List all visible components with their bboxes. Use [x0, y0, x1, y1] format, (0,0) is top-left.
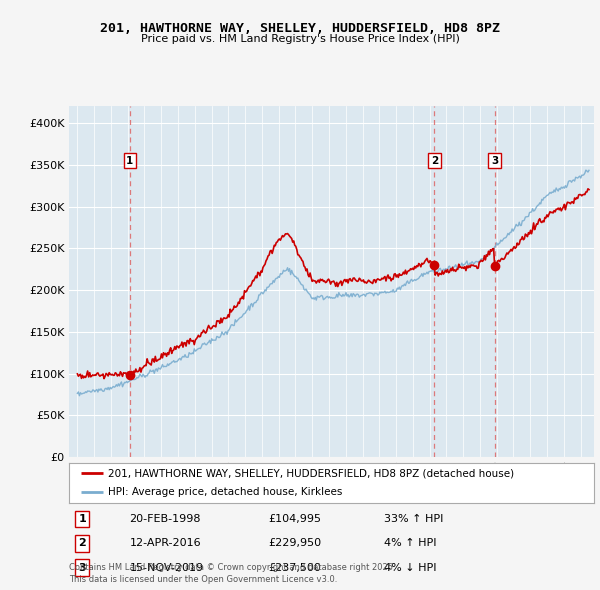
Text: 3: 3 — [491, 156, 498, 166]
Text: 3: 3 — [79, 562, 86, 572]
Text: 2: 2 — [431, 156, 438, 166]
Text: 20-FEB-1998: 20-FEB-1998 — [130, 514, 201, 525]
Text: £104,995: £104,995 — [269, 514, 322, 525]
Text: 4% ↑ HPI: 4% ↑ HPI — [384, 539, 437, 548]
Text: HPI: Average price, detached house, Kirklees: HPI: Average price, detached house, Kirk… — [109, 487, 343, 497]
Text: 12-APR-2016: 12-APR-2016 — [130, 539, 201, 548]
Text: 33% ↑ HPI: 33% ↑ HPI — [384, 514, 443, 525]
Text: 4% ↓ HPI: 4% ↓ HPI — [384, 562, 437, 572]
Text: 1: 1 — [126, 156, 134, 166]
Text: £229,950: £229,950 — [269, 539, 322, 548]
Text: Price paid vs. HM Land Registry's House Price Index (HPI): Price paid vs. HM Land Registry's House … — [140, 34, 460, 44]
Text: 1: 1 — [78, 514, 86, 525]
Text: 201, HAWTHORNE WAY, SHELLEY, HUDDERSFIELD, HD8 8PZ: 201, HAWTHORNE WAY, SHELLEY, HUDDERSFIEL… — [100, 22, 500, 35]
Text: 201, HAWTHORNE WAY, SHELLEY, HUDDERSFIELD, HD8 8PZ (detached house): 201, HAWTHORNE WAY, SHELLEY, HUDDERSFIEL… — [109, 468, 515, 478]
Text: 2: 2 — [78, 539, 86, 548]
Text: £237,500: £237,500 — [269, 562, 322, 572]
Text: 15-NOV-2019: 15-NOV-2019 — [130, 562, 203, 572]
Text: Contains HM Land Registry data © Crown copyright and database right 2025.
This d: Contains HM Land Registry data © Crown c… — [69, 563, 395, 584]
